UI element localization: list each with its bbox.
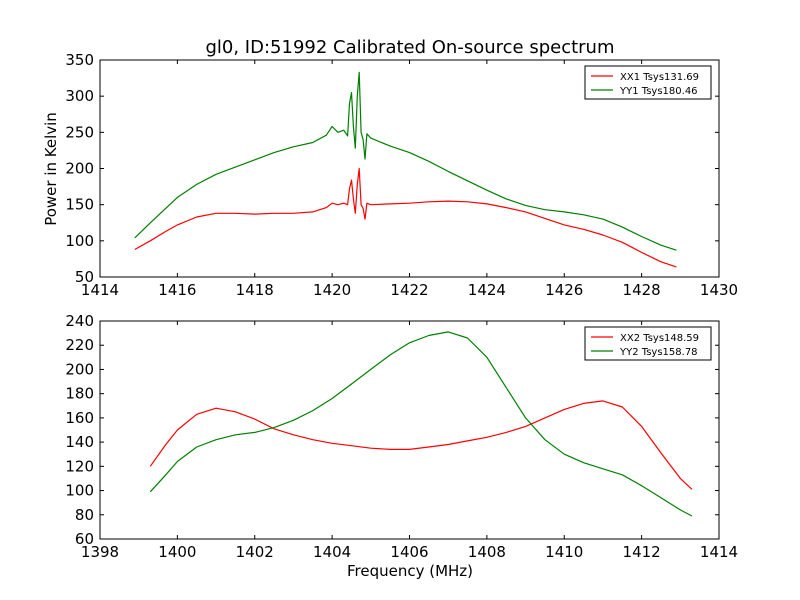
y-tick-label: 200 — [65, 360, 94, 378]
x-tick-label: 1418 — [236, 281, 274, 299]
x-tick-label: 1398 — [81, 543, 119, 561]
legend: XX1 Tsys131.69 YY1 Tsys180.46 — [584, 65, 712, 100]
y-tick-label: 150 — [65, 196, 94, 214]
legend-label: YY2 Tsys158.78 — [619, 347, 698, 358]
y-tick-label: 300 — [65, 87, 94, 105]
x-tick-label: 1416 — [158, 281, 196, 299]
y-tick-label: 140 — [65, 433, 94, 451]
y-tick-label: 200 — [65, 160, 94, 178]
x-tick-label: 1414 — [700, 543, 738, 561]
x-tick-label: 1414 — [81, 281, 119, 299]
legend-label: YY1 Tsys180.46 — [619, 86, 698, 97]
y-tick-label: 220 — [65, 336, 94, 354]
x-tick-label: 1404 — [313, 543, 351, 561]
y-tick-label: 80 — [75, 506, 94, 524]
y-tick-label: 60 — [75, 530, 94, 548]
series-line-1 — [149, 400, 693, 490]
y-tick-label: 240 — [65, 312, 94, 330]
y-tick-label: 100 — [65, 232, 94, 250]
y-tick-label: 50 — [75, 268, 94, 286]
x-tick-label: 1420 — [313, 281, 351, 299]
x-tick-label: 1428 — [623, 281, 661, 299]
chart-title: gl0, ID:51992 Calibrated On-source spect… — [205, 37, 614, 58]
x-tick-label: 1412 — [623, 543, 661, 561]
series-line-2 — [134, 71, 677, 251]
y-tick-label: 350 — [65, 51, 94, 69]
y-tick-label: 160 — [65, 409, 94, 427]
x-tick-label: 1422 — [390, 281, 428, 299]
bottom-plot: 1398 1400 1402 1404 1406 1408 1410 1412 1414 60 80… — [65, 312, 738, 561]
x-axis-label: Frequency (MHz) — [347, 562, 473, 580]
top-plot: 1414 1416 1418 1420 1422 1424 1426 1428 1430 50 10… — [65, 51, 738, 299]
x-tick-label: 1424 — [468, 281, 506, 299]
y-tick-label: 180 — [65, 385, 94, 403]
legend: XX2 Tsys148.59 YY2 Tsys158.78 — [584, 326, 712, 361]
x-tick-label: 1410 — [545, 543, 583, 561]
x-tick-label: 1406 — [390, 543, 428, 561]
series-line-1 — [134, 167, 677, 268]
y-tick-label: 250 — [65, 123, 94, 141]
x-tick-label: 1430 — [700, 281, 738, 299]
legend-label: XX2 Tsys148.59 — [620, 333, 699, 344]
y-axis-label: Power in Kelvin — [42, 112, 60, 226]
x-tick-label: 1408 — [468, 543, 506, 561]
y-tick-label: 120 — [65, 457, 94, 475]
x-tick-label: 1426 — [545, 281, 583, 299]
x-tick-label: 1400 — [158, 543, 196, 561]
legend-label: XX1 Tsys131.69 — [620, 72, 699, 83]
x-tick-label: 1402 — [236, 543, 274, 561]
legend-box — [584, 65, 712, 100]
legend-box — [584, 326, 712, 361]
y-tick-label: 100 — [65, 482, 94, 500]
series-line-2 — [149, 331, 693, 517]
